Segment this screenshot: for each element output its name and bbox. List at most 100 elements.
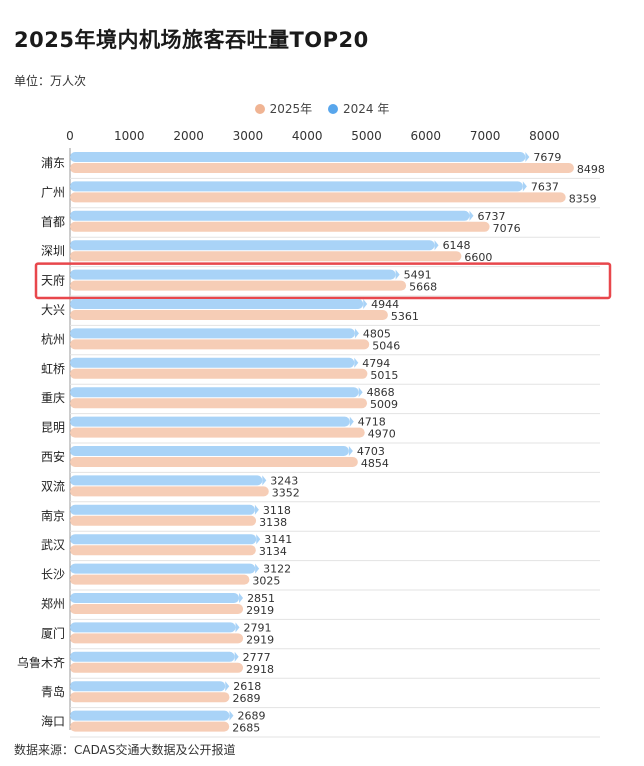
value-label-2025: 2689 <box>232 692 260 705</box>
category-label: 西安 <box>41 449 65 464</box>
bar-2024-tip <box>235 622 240 633</box>
value-label-2024: 4718 <box>358 416 386 429</box>
bar-2024-tip <box>262 475 267 486</box>
bar-2025 <box>70 486 269 497</box>
category-label: 海口 <box>41 714 65 729</box>
x-tick-label: 8000 <box>529 129 560 143</box>
unit-label: 单位：万人次 <box>14 74 87 88</box>
bar-2025 <box>70 662 244 673</box>
value-label-2025: 4854 <box>361 457 389 470</box>
category-label: 重庆 <box>41 391 65 405</box>
bar-2025 <box>70 339 370 350</box>
bar-2025 <box>70 633 244 644</box>
value-label-2025: 7076 <box>493 222 521 235</box>
value-label-2024: 4868 <box>367 386 395 399</box>
category-label: 杭州 <box>41 331 65 346</box>
bar-2024 <box>70 357 355 368</box>
bar-2024 <box>70 622 236 633</box>
value-label-2024: 2689 <box>237 710 265 723</box>
bar-2025 <box>70 545 256 556</box>
value-label-2025: 2919 <box>246 604 274 617</box>
bar-2024 <box>70 446 349 456</box>
bar-2024 <box>70 593 240 603</box>
bar-2024 <box>70 210 470 221</box>
value-label-2025: 2685 <box>232 722 260 735</box>
legend-label-2025: 2025年 <box>269 102 313 116</box>
bar-2025 <box>70 192 566 203</box>
bar-2025 <box>70 427 365 438</box>
legend: 2025年 2024 年 <box>0 100 644 117</box>
x-tick-label: 2000 <box>173 129 204 143</box>
bar-2024 <box>70 710 230 721</box>
bar-2024 <box>70 504 255 515</box>
value-label-2024: 5491 <box>404 269 432 282</box>
bar-2025 <box>70 515 257 526</box>
category-label: 首都 <box>41 215 65 229</box>
bar-2024-tip <box>239 593 244 603</box>
category-label: 长沙 <box>41 568 65 582</box>
value-label-2025: 3138 <box>259 516 287 529</box>
bar-2024 <box>70 181 523 192</box>
value-label-2025: 5046 <box>372 339 400 352</box>
bar-2024 <box>70 240 435 251</box>
bar-2024 <box>70 534 257 545</box>
legend-item-2024[interactable]: 2024 年 <box>328 100 389 117</box>
bar-2024-tip <box>354 328 359 339</box>
bar-2024-tip <box>358 387 363 398</box>
value-label-2025: 5009 <box>370 398 398 411</box>
x-tick-label: 5000 <box>351 129 382 143</box>
bar-2025 <box>70 251 462 262</box>
bar-2025 <box>70 604 244 614</box>
bar-2025 <box>70 457 358 467</box>
value-label-2025: 3134 <box>259 545 287 558</box>
value-label-2024: 3118 <box>263 504 291 517</box>
x-tick-label: 1000 <box>114 129 145 143</box>
value-label-2024: 7679 <box>533 151 561 164</box>
bar-2024 <box>70 387 359 398</box>
bar-2025 <box>70 310 388 320</box>
bar-2025 <box>70 163 574 173</box>
bar-2024-tip <box>348 446 353 456</box>
bar-2025 <box>70 721 230 732</box>
bar-2024 <box>70 416 350 427</box>
value-label-2024: 6148 <box>443 239 471 252</box>
value-label-2024: 2777 <box>243 651 271 664</box>
value-label-2025: 8498 <box>577 163 605 176</box>
bar-2024-tip <box>349 416 354 427</box>
bar-2025 <box>70 398 368 409</box>
value-label-2024: 3141 <box>264 533 292 546</box>
value-label-2024: 3243 <box>270 474 298 487</box>
bar-2024 <box>70 152 526 162</box>
legend-item-2025[interactable]: 2025年 <box>254 100 313 117</box>
value-label-2025: 2919 <box>246 633 274 646</box>
x-tick-label: 7000 <box>470 129 501 143</box>
bar-2024-tip <box>354 357 359 368</box>
x-tick-label: 3000 <box>233 129 264 143</box>
bar-2024-tip <box>255 563 260 574</box>
category-label: 广州 <box>41 185 65 199</box>
value-label-2025: 2918 <box>246 663 274 676</box>
bar-2024-tip <box>254 504 259 515</box>
bar-2025 <box>70 692 230 703</box>
bar-2025 <box>70 574 250 585</box>
value-label-2024: 2791 <box>244 621 272 634</box>
bar-2024 <box>70 269 396 280</box>
bar-2024-tip <box>256 534 261 545</box>
chart-title: 2025年境内机场旅客吞吐量TOP20 <box>14 28 369 52</box>
category-label: 天府 <box>41 273 65 288</box>
value-label-2025: 5361 <box>391 310 419 323</box>
bar-2025 <box>70 368 368 379</box>
x-tick-label: 4000 <box>292 129 323 143</box>
value-label-2025: 8359 <box>569 192 597 205</box>
value-label-2024: 7637 <box>531 180 559 193</box>
value-label-2024: 4805 <box>363 327 391 340</box>
legend-dot-2025 <box>254 103 265 114</box>
x-tick-label: 0 <box>66 129 74 143</box>
bar-2024 <box>70 563 256 574</box>
bar-2024-tip <box>234 651 239 662</box>
category-label: 浦东 <box>41 156 65 170</box>
bar-2025 <box>70 280 407 291</box>
value-label-2025: 3025 <box>252 575 280 588</box>
category-label: 郑州 <box>41 596 65 611</box>
value-label-2025: 5668 <box>409 281 437 294</box>
